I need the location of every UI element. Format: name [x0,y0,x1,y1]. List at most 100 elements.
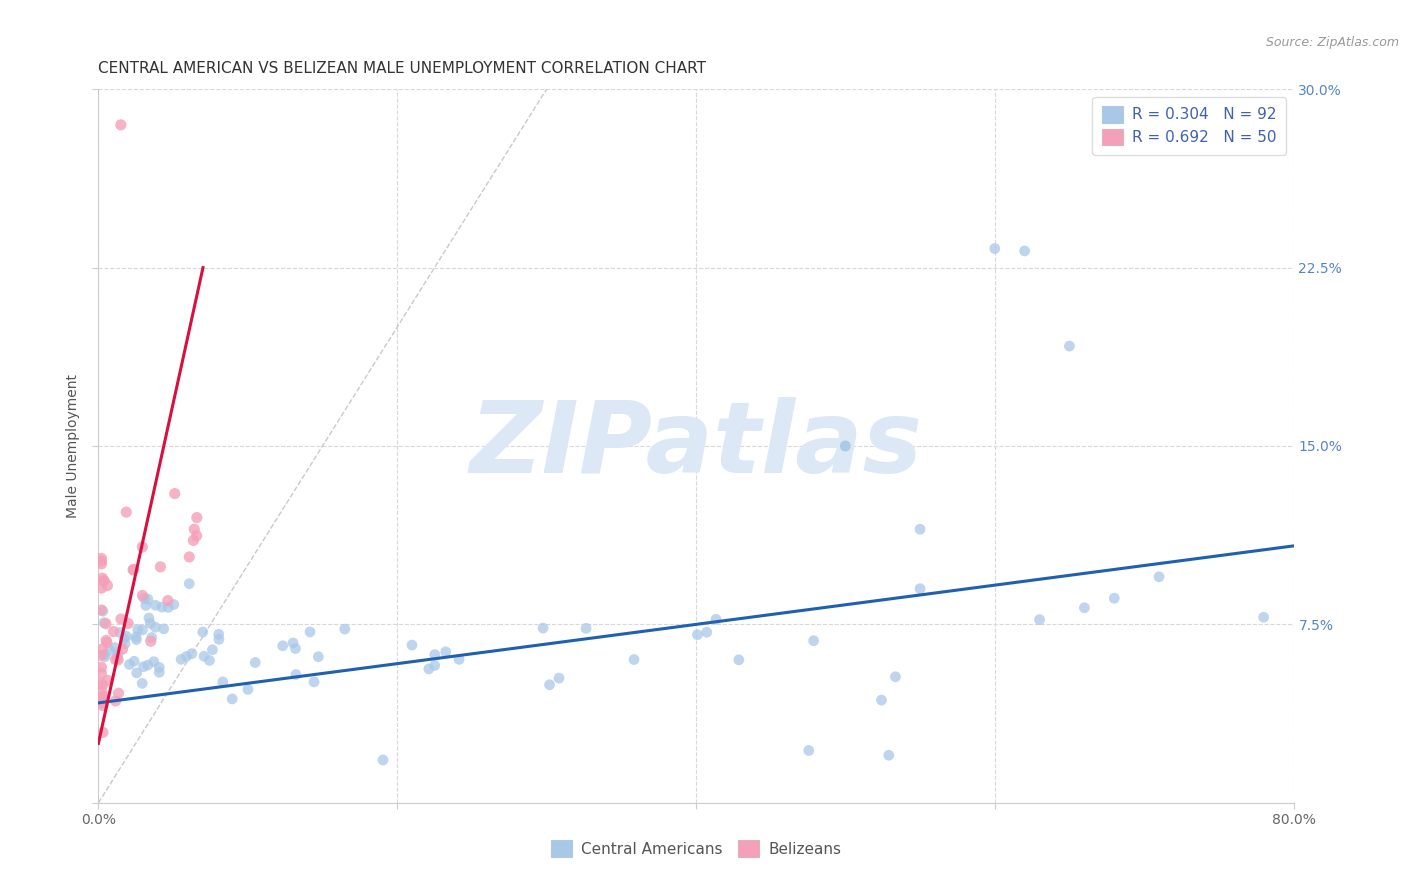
Point [179,576,201,591]
Point [423,658,446,673]
Point [531,621,554,635]
Point [984,242,1007,256]
Point [91,692,114,706]
Point [112,632,135,646]
Legend: Central Americans, Belizeans: Central Americans, Belizeans [544,834,848,863]
Point [1147,570,1170,584]
Point [1028,613,1050,627]
Point [90,557,112,571]
Point [183,522,205,536]
Point [236,682,259,697]
Point [908,522,931,536]
Y-axis label: Male Unemployment: Male Unemployment [66,374,80,518]
Point [93,574,115,588]
Point [704,612,727,626]
Point [94,649,117,664]
Point [418,662,440,676]
Point [834,439,856,453]
Point [141,631,163,645]
Point [104,694,127,708]
Point [1059,339,1081,353]
Point [145,599,167,613]
Point [877,748,900,763]
Point [104,652,127,666]
Point [136,592,159,607]
Point [1073,600,1095,615]
Point [125,665,148,680]
Point [132,591,155,606]
Point [176,649,198,664]
Point [575,621,598,635]
Point [91,697,114,711]
Point [115,505,138,519]
Point [423,648,446,662]
Point [538,678,561,692]
Point [152,622,174,636]
Point [307,649,329,664]
Point [149,559,172,574]
Point [93,574,115,588]
Point [131,623,153,637]
Point [90,685,112,699]
Point [135,599,157,613]
Point [884,670,907,684]
Point [107,647,129,661]
Point [150,600,173,615]
Point [139,616,162,631]
Point [797,743,820,757]
Point [132,659,155,673]
Point [157,600,180,615]
Point [90,554,112,568]
Point [163,486,186,500]
Point [91,642,114,657]
Point [111,642,134,657]
Point [138,611,160,625]
Point [91,604,114,618]
Point [127,623,149,637]
Point [183,533,205,548]
Point [122,654,145,668]
Point [1104,591,1126,606]
Point [90,648,112,663]
Point [281,636,304,650]
Point [90,666,112,681]
Point [93,647,115,661]
Point [156,593,179,607]
Point [117,616,139,631]
Point [908,582,931,596]
Point [107,686,129,700]
Point [107,653,129,667]
Point [148,665,170,680]
Point [696,625,718,640]
Point [142,655,165,669]
Point [208,627,231,641]
Point [105,651,128,665]
Point [91,725,114,739]
Point [125,632,148,647]
Point [90,551,112,566]
Point [96,578,118,592]
Point [191,625,214,640]
Point [96,635,118,649]
Point [211,674,233,689]
Point [108,625,131,640]
Point [143,620,166,634]
Point [434,645,457,659]
Point [90,676,112,690]
Point [136,658,159,673]
Point [94,616,117,631]
Point [298,624,321,639]
Point [114,637,136,651]
Point [186,510,208,524]
Point [93,615,115,630]
Point [179,549,201,564]
Point [271,639,294,653]
Point [139,634,162,648]
Point [125,630,148,644]
Point [686,628,709,642]
Point [208,632,231,647]
Point [91,571,114,585]
Point [727,653,749,667]
Point [104,640,127,655]
Point [623,652,645,666]
